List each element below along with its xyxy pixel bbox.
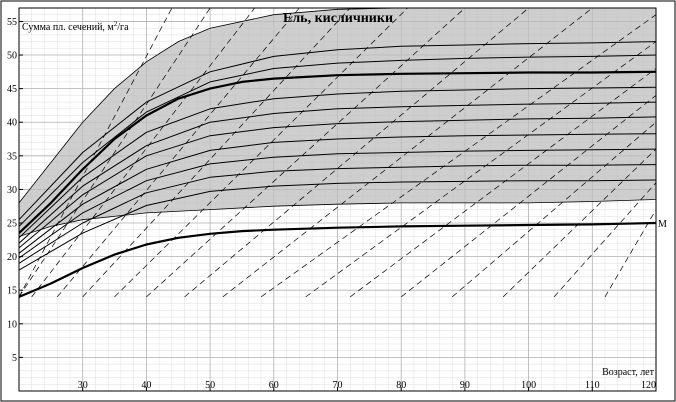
dashed-guide-line bbox=[31, 8, 255, 298]
y-tick-label: 15 bbox=[7, 286, 17, 297]
dashed-guide-line bbox=[349, 68, 656, 298]
series-line-10 bbox=[19, 164, 656, 264]
y-tick-label: 45 bbox=[7, 84, 17, 95]
y-axis-title-main: Сумма пл. сечений, м bbox=[22, 22, 114, 33]
y-axis-title-unit: /га bbox=[117, 22, 129, 33]
series-line-11 bbox=[19, 179, 656, 271]
y-tick-label: 50 bbox=[7, 51, 17, 62]
dashed-guide-line bbox=[305, 41, 656, 298]
x-axis-title: Возраст, лет bbox=[602, 367, 655, 378]
y-tick-label: 20 bbox=[7, 252, 17, 263]
dashed-guide-line bbox=[553, 182, 656, 298]
y-tick-label: 30 bbox=[7, 185, 17, 196]
y-tick-label: 35 bbox=[7, 151, 17, 162]
series-line-3 bbox=[19, 41, 656, 221]
series-line-4 bbox=[19, 54, 656, 227]
y-axis-title: Сумма пл. сечений, м2/га bbox=[22, 20, 129, 33]
axis-ticks: 30 40 50 60 70 80 90 100 110 120 5 10 15 20 25 30 35 40 45… bbox=[7, 17, 657, 391]
x-tick-label: 90 bbox=[460, 380, 470, 391]
series-line-7 bbox=[19, 116, 656, 249]
dashed-guide-line bbox=[19, 8, 211, 298]
x-tick-label: 100 bbox=[521, 380, 536, 391]
y-tick-label: 55 bbox=[7, 17, 17, 28]
y-tick-label: 40 bbox=[7, 118, 17, 129]
y-axis-title-sup: 2 bbox=[114, 20, 118, 28]
x-tick-label: 40 bbox=[141, 380, 151, 391]
series-lines bbox=[19, 41, 656, 298]
dashed-guide-line bbox=[146, 8, 466, 298]
confidence-band bbox=[19, 8, 656, 237]
series-line-1 bbox=[19, 70, 656, 234]
band-area bbox=[19, 8, 656, 237]
dashed-guide-line bbox=[400, 95, 656, 298]
dashed-guide-lines bbox=[19, 8, 656, 298]
chart-title: Ель, кисличники bbox=[283, 11, 393, 26]
dashed-guide-line bbox=[260, 14, 656, 298]
series-line-9 bbox=[19, 148, 656, 259]
x-tick-label: 30 bbox=[78, 380, 88, 391]
series-line-6 bbox=[19, 101, 656, 244]
x-tick-label: 70 bbox=[333, 380, 343, 391]
x-tick-label: 50 bbox=[205, 380, 215, 391]
series-end-label: М bbox=[658, 219, 667, 230]
series-line-8 bbox=[19, 133, 656, 254]
y-tick-label: 5 bbox=[12, 353, 17, 364]
dashed-guide-line bbox=[184, 8, 529, 298]
series-line-2 bbox=[19, 221, 656, 298]
x-tick-label: 120 bbox=[641, 380, 656, 391]
x-tick-label: 60 bbox=[269, 380, 279, 391]
series-line-5 bbox=[19, 86, 656, 239]
series-labels: М bbox=[658, 219, 667, 230]
x-tick-label: 80 bbox=[396, 380, 406, 391]
dashed-guide-line bbox=[82, 8, 351, 298]
x-tick-label: 110 bbox=[585, 380, 600, 391]
dashed-guide-line bbox=[451, 121, 656, 298]
dashed-guide-line bbox=[502, 148, 656, 298]
y-tick-label: 10 bbox=[7, 319, 17, 330]
dashed-guide-line bbox=[114, 8, 408, 298]
dashed-guide-line bbox=[56, 8, 300, 298]
y-tick-label: 25 bbox=[7, 219, 17, 230]
